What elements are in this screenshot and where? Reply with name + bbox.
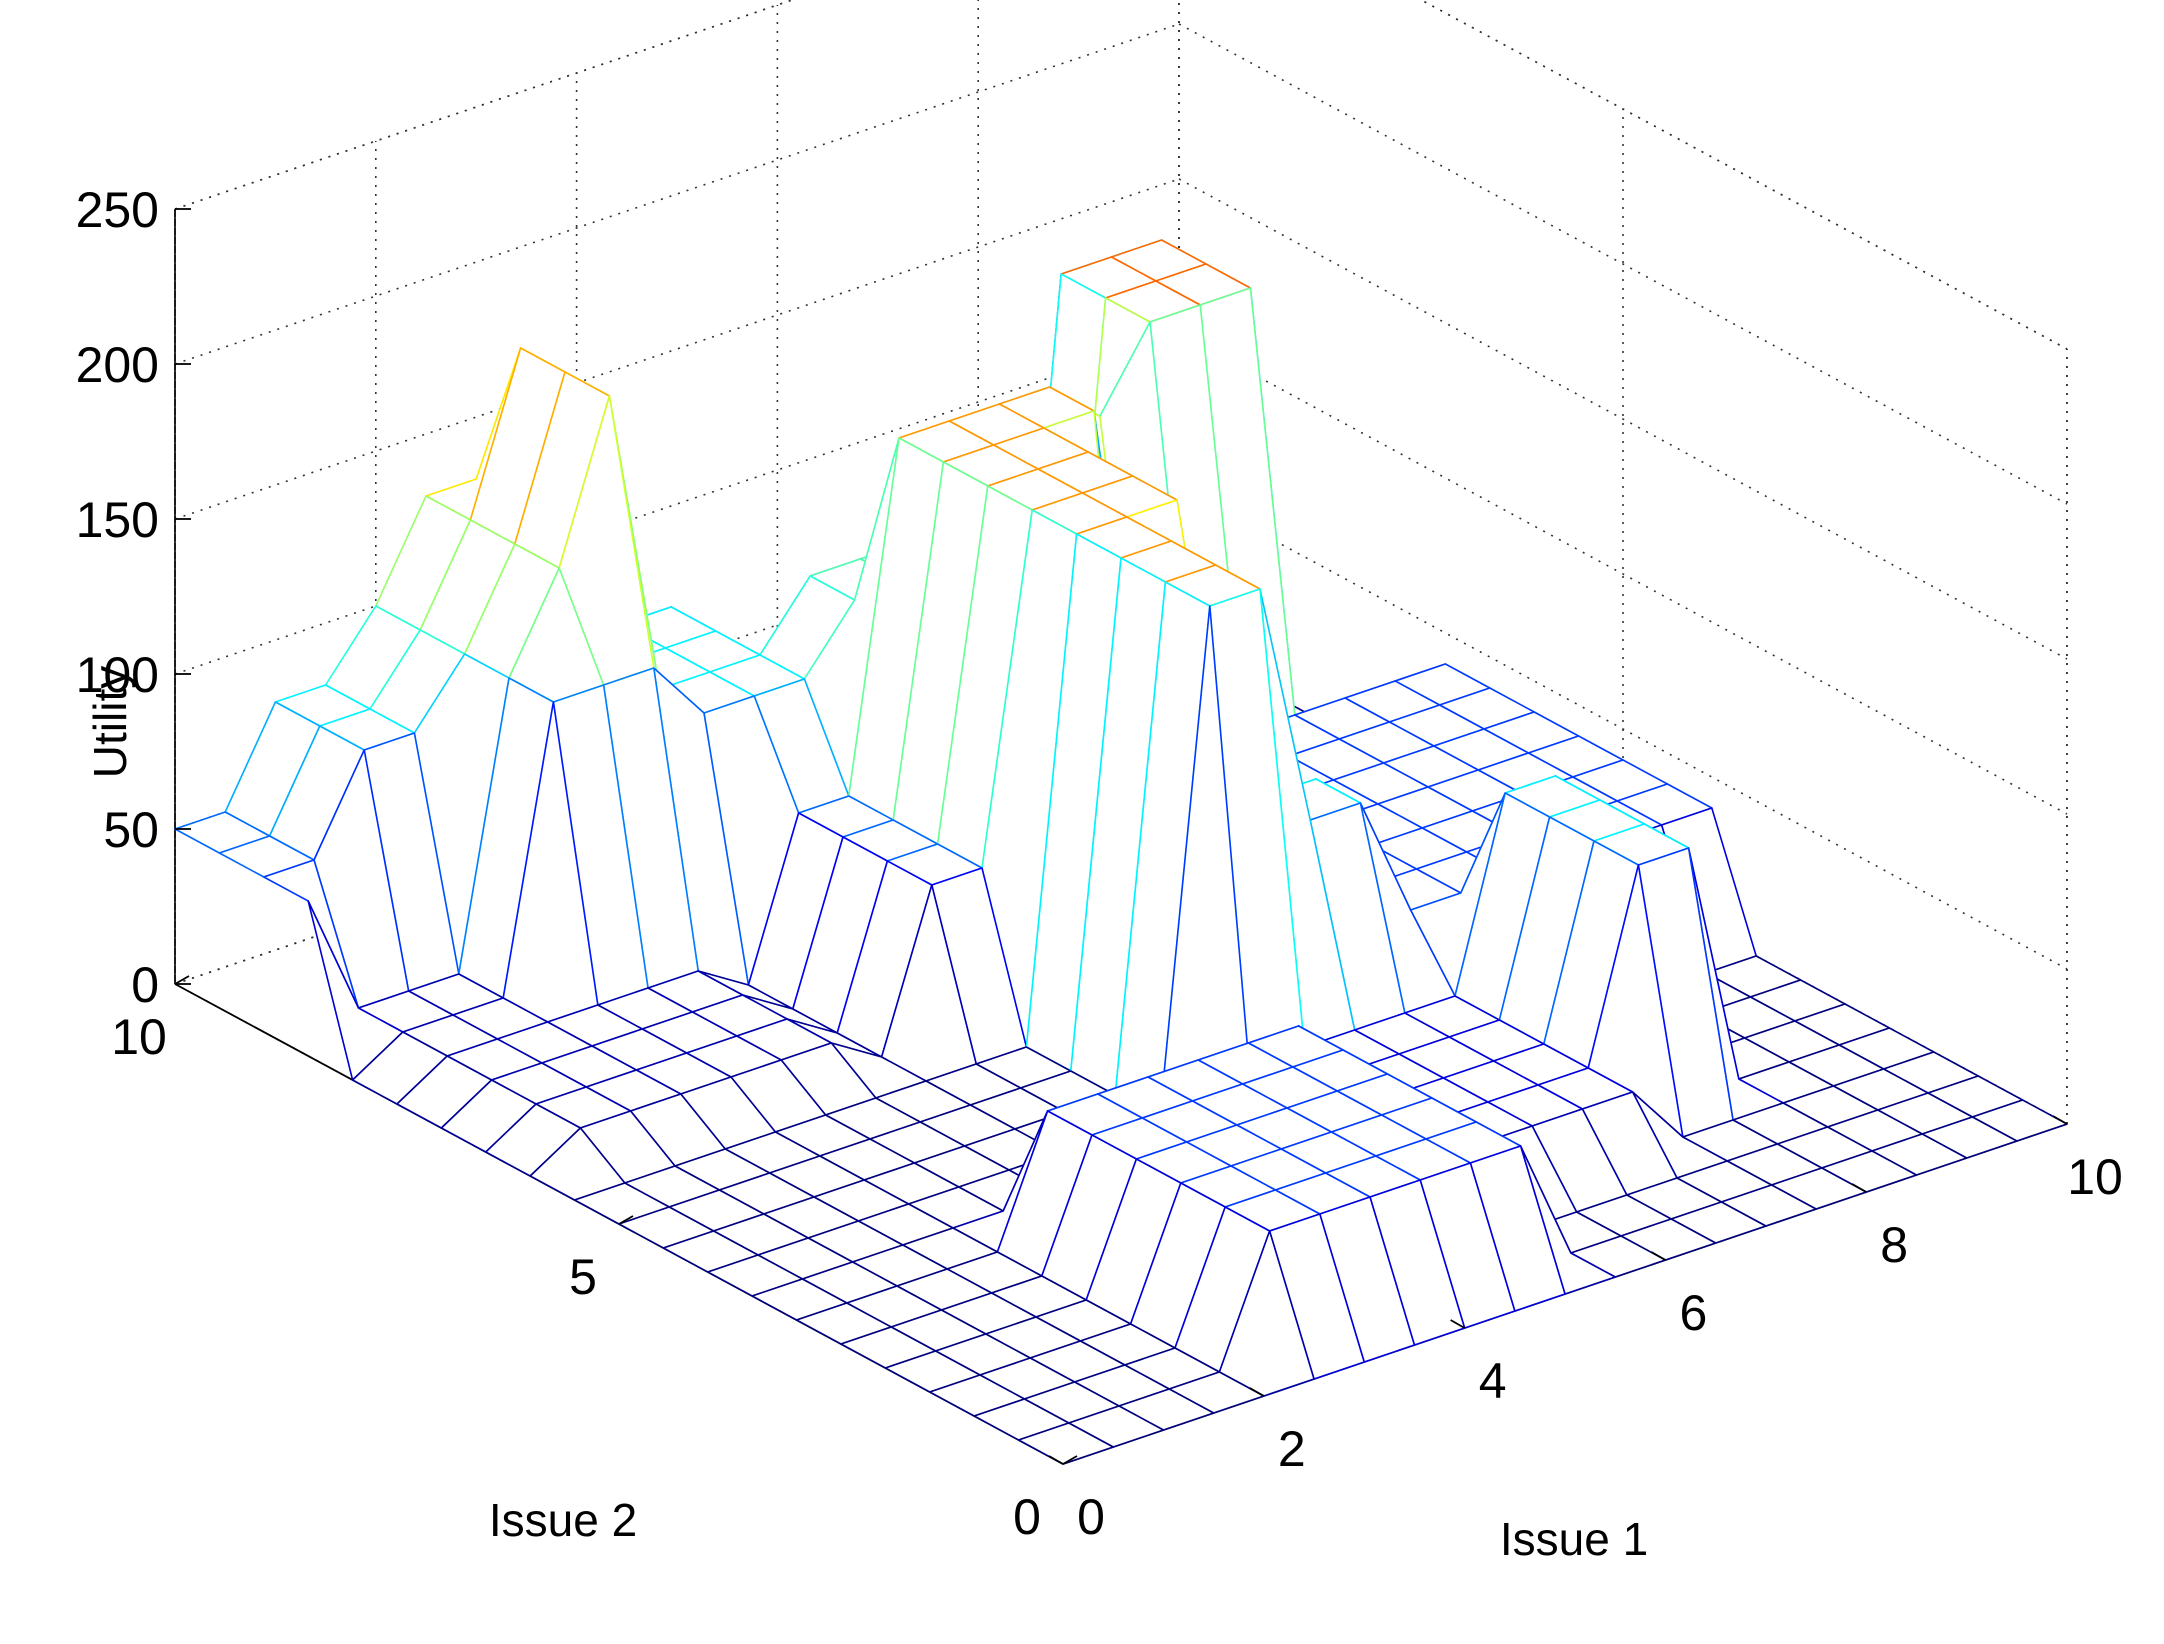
- z-tick-label: 0: [131, 957, 159, 1013]
- x-tick: [1249, 1387, 1265, 1397]
- z-tick-label: 150: [76, 492, 159, 548]
- z-gridline: [174, 0, 795, 210]
- z-axis-label: Utility: [84, 666, 136, 778]
- top-right-edge: [1419, 0, 2068, 350]
- z-gridline: [1178, 178, 2068, 660]
- tick-marks: [174, 208, 2068, 1465]
- surface-cell: [1017, 1422, 1114, 1465]
- z-gridline: [174, 23, 1180, 365]
- z-tick-label: 100: [76, 647, 159, 703]
- x-tick-label: 8: [1880, 1217, 1908, 1273]
- x-tick: [1650, 1251, 1666, 1261]
- x-tick-label: 4: [1479, 1353, 1507, 1409]
- x-tick: [1048, 1455, 1064, 1465]
- x-axis-label: Issue 1: [1500, 1513, 1648, 1565]
- y-tick: [618, 1215, 634, 1225]
- y-tick: [174, 975, 190, 985]
- z-gridline: [1178, 23, 2068, 505]
- y-tick: [1062, 1455, 1078, 1465]
- x-tick-label: 10: [2067, 1149, 2123, 1205]
- z-gridline: [1178, 333, 2068, 815]
- y-tick-label: 0: [1013, 1489, 1041, 1545]
- x-tick: [1450, 1319, 1466, 1329]
- z-tick-label: 50: [103, 802, 159, 858]
- y-tick-label: 5: [569, 1249, 597, 1305]
- y-tick-label: 10: [111, 1009, 167, 1065]
- x-tick: [1851, 1183, 1867, 1193]
- x-tick-label: 6: [1679, 1285, 1707, 1341]
- z-gridline: [1419, 0, 2068, 350]
- z-tick-label: 200: [76, 337, 159, 393]
- x-tick-label: 0: [1077, 1489, 1105, 1545]
- y-axis-label: Issue 2: [489, 1494, 637, 1546]
- z-gridline: [174, 333, 1180, 675]
- z-tick-label: 250: [76, 182, 159, 238]
- x-tick: [2052, 1115, 2068, 1125]
- top-back-edge: [174, 0, 795, 210]
- z-gridline: [174, 178, 1180, 520]
- mesh-surface: [174, 239, 2068, 1465]
- x-tick-label: 2: [1278, 1421, 1306, 1477]
